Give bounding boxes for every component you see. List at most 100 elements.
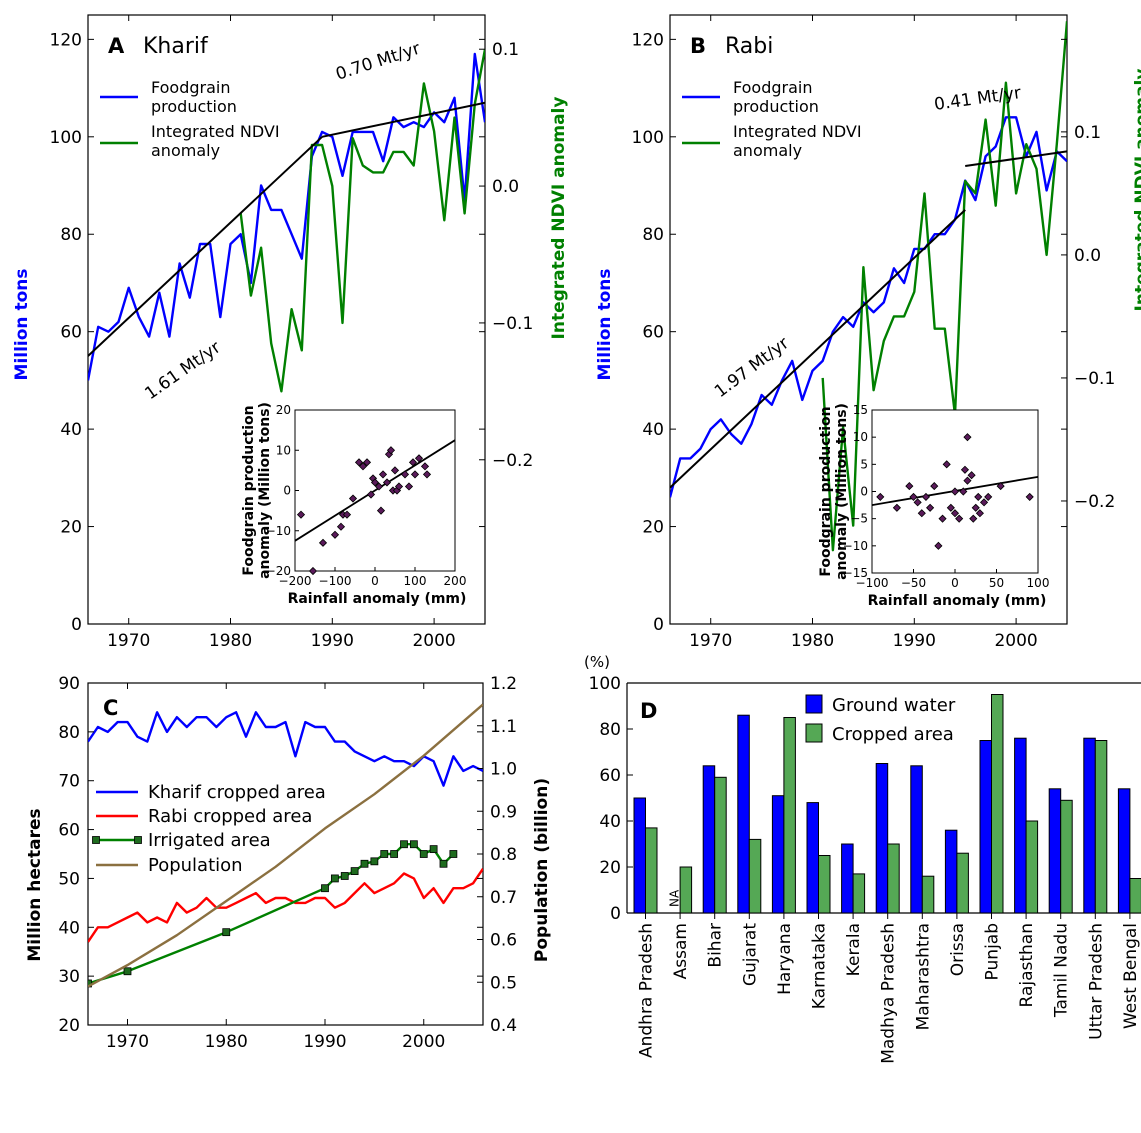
- category-label: Tamil Nadu: [1052, 923, 1072, 1018]
- x-axis-tick-label: 1980: [791, 631, 834, 651]
- category-label: West Bengal: [1121, 923, 1141, 1029]
- na-label: NA: [668, 889, 682, 907]
- legend-label: Irrigated area: [148, 830, 271, 851]
- x-axis-tick-label: 1970: [689, 631, 732, 651]
- inset-y-tick-label: 10: [853, 430, 868, 444]
- y2-axis-tick-label: 1.0: [490, 760, 517, 780]
- inset-y-tick-label: −5: [850, 512, 868, 526]
- y-axis-tick-label: 20: [58, 1016, 80, 1036]
- panel-letter: C: [103, 696, 118, 720]
- panel-c: 1970 1980 1990 2000 20 30 40 50 60 70 80 90 0.4 0.5 0.…: [25, 674, 552, 1052]
- irrigated-area-marker: [360, 859, 369, 868]
- inset-y-tick-label: −20: [266, 564, 291, 578]
- rabi-area-line: [88, 868, 483, 943]
- y-axis-tick-label: 20: [60, 518, 82, 538]
- y2-axis-tick-label: 0.8: [490, 845, 517, 865]
- bar-ground-water: [1117, 788, 1131, 914]
- trend-label: 1.97 Mt/yr: [711, 333, 793, 402]
- inset-point: [913, 498, 922, 507]
- inset-point: [930, 482, 939, 491]
- inset-x-tick-label: 100: [1027, 576, 1050, 590]
- irrigated-area-marker: [340, 872, 349, 880]
- inset-point: [422, 470, 432, 479]
- legend-label: Kharif cropped area: [148, 782, 326, 803]
- ndvi-line: [239, 48, 485, 393]
- inset-y-label: Foodgrain production: [818, 406, 834, 576]
- inset-point: [308, 566, 318, 576]
- inset-point: [979, 498, 989, 507]
- irrigated-area-marker: [449, 850, 458, 858]
- y2-axis-tick-label: 0.0: [1074, 246, 1101, 266]
- inset-point: [342, 510, 352, 519]
- inset-y-tick-label: −15: [843, 566, 868, 580]
- category-label: Orissa: [948, 923, 968, 976]
- y2-axis-tick-label: 0.5: [490, 973, 517, 993]
- y-axis-tick-label: 100: [589, 674, 621, 694]
- population-line: [88, 703, 483, 988]
- y-axis-tick-label: 0: [610, 904, 621, 924]
- inset-point: [974, 492, 983, 501]
- bar-cropped-area: [1129, 878, 1141, 914]
- panel-letter: A: [108, 34, 125, 58]
- inset-point: [348, 494, 358, 503]
- irrigated-area-marker: [330, 874, 339, 883]
- legend-label: Cropped area: [832, 724, 954, 745]
- y-axis-tick-label: 40: [599, 812, 621, 832]
- y-axis-tick-label: 80: [599, 720, 621, 740]
- bar-cropped-area: [818, 855, 831, 914]
- legend-label: Rabi cropped area: [148, 806, 312, 827]
- legend-marker: [134, 836, 142, 844]
- bar-cropped-area: [887, 843, 900, 914]
- inset-point: [926, 503, 935, 512]
- inset-point: [971, 503, 980, 512]
- inset-y-tick-label: −10: [843, 539, 868, 553]
- inset-point: [959, 487, 968, 496]
- legend-label: Ground water: [832, 695, 956, 716]
- bar-ground-water: [979, 740, 992, 914]
- plot-area: [670, 21, 1067, 552]
- inset-point: [996, 482, 1005, 491]
- legend-label-foodgrain: production: [733, 97, 819, 116]
- bar-cropped-area: [645, 827, 658, 914]
- y-axis-label: Million tons: [595, 269, 615, 381]
- bar-ground-water: [1048, 788, 1062, 914]
- inset-y-tick-label: 20: [276, 403, 291, 417]
- x-axis-tick-label: 2000: [412, 631, 455, 651]
- y-axis-tick-label: 60: [58, 821, 80, 841]
- inset-point: [390, 466, 400, 475]
- bar-cropped-area: [991, 694, 1004, 914]
- y-axis-tick-label: 60: [599, 766, 621, 786]
- y-axis-tick-label: 80: [60, 225, 82, 245]
- inset-point: [917, 509, 926, 518]
- inset-point: [362, 458, 372, 467]
- x-axis-tick-label: 1990: [303, 1032, 346, 1052]
- y-axis-tick-label: 60: [60, 323, 82, 343]
- y-axis-tick-label: 40: [642, 420, 664, 440]
- legend-label-ndvi: anomaly: [151, 141, 220, 160]
- irrigated-area-marker: [409, 840, 418, 849]
- trend-line: [670, 209, 966, 489]
- y-axis-tick-label: 0: [71, 615, 82, 635]
- panel-b: 1970 1980 1990 2000020406080100120−0.2−0.10…: [595, 14, 1141, 651]
- kharif-area-line: [88, 711, 483, 787]
- category-label: Kerala: [844, 923, 864, 976]
- y-axis-tick-label: 80: [58, 723, 80, 743]
- inset-x-tick-label: 0: [371, 574, 379, 588]
- y2-axis-tick-label: 0.1: [492, 40, 519, 60]
- bar-ground-water: [702, 765, 716, 914]
- irrigated-area-marker: [380, 850, 389, 858]
- inset-point: [408, 458, 418, 467]
- inset-point: [960, 465, 970, 474]
- y2-axis-label: Integrated NDVI anomaly: [549, 97, 569, 340]
- inset-point: [400, 470, 410, 479]
- bar-cropped-area: [748, 838, 762, 914]
- plot-area: [88, 48, 485, 393]
- inset-point: [378, 470, 388, 479]
- inset-point: [876, 492, 885, 501]
- y-axis-tick-label: 40: [58, 918, 80, 938]
- plot-area: [88, 703, 483, 988]
- y-unit-label: (%): [584, 653, 610, 671]
- y2-axis-tick-label: 0.0: [492, 177, 519, 197]
- inset-point: [354, 458, 364, 467]
